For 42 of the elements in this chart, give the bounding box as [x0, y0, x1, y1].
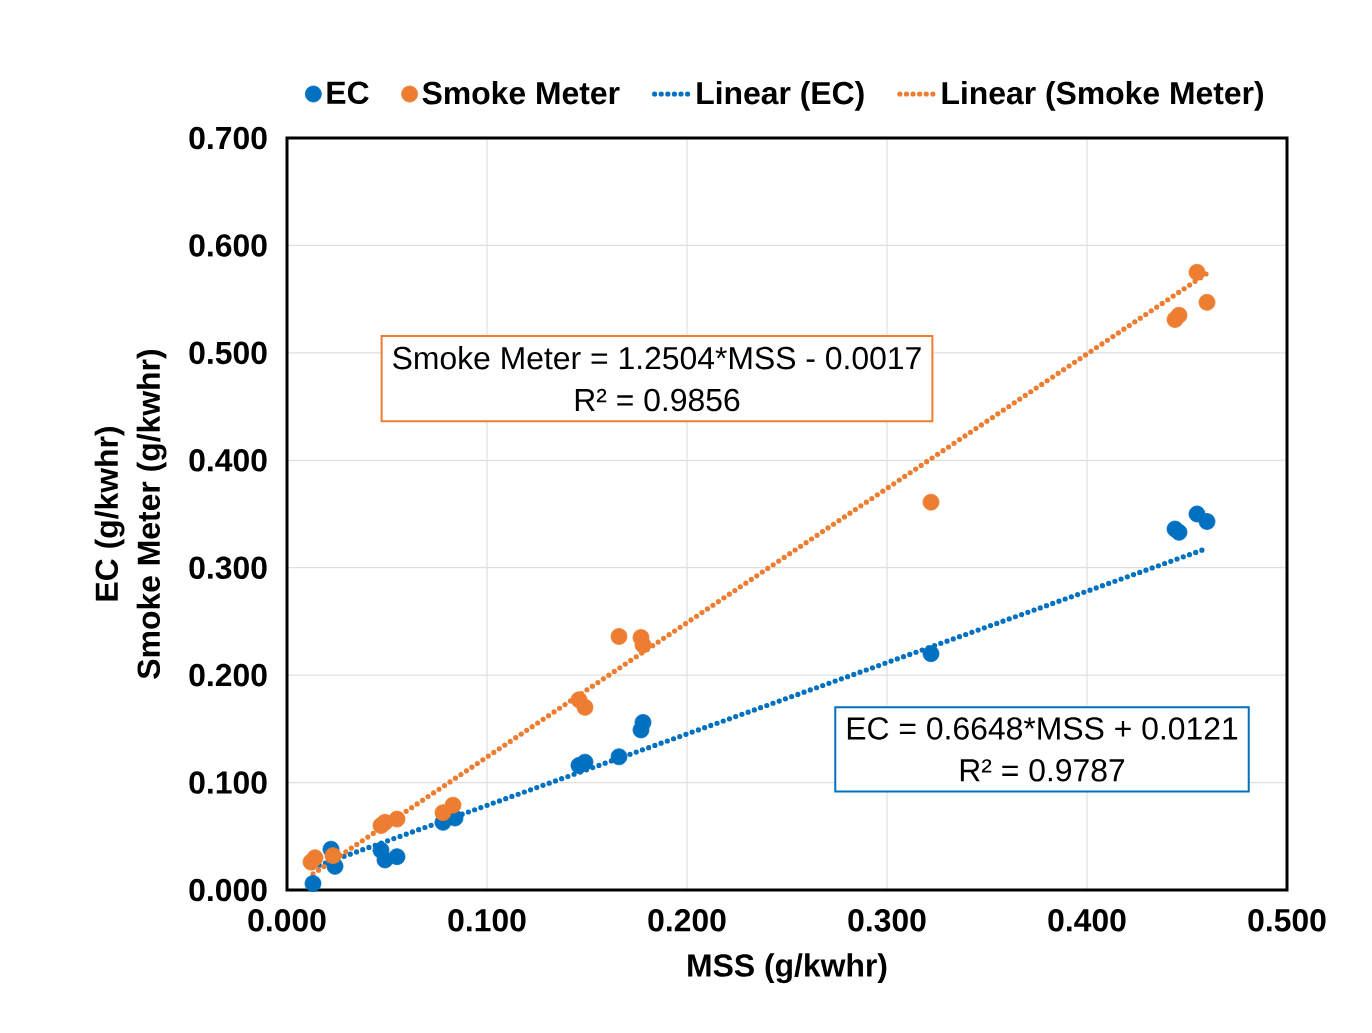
point: [922, 645, 940, 663]
x-tick-label: 0.100: [448, 909, 526, 932]
y-tick-label: 0.300: [189, 556, 267, 580]
point: [388, 810, 406, 828]
annotation: EC = 0.6648*MSS + 0.0121: [847, 717, 1238, 740]
point: [1170, 306, 1188, 324]
y-tick-label: 0.100: [189, 771, 267, 794]
x-tick-label: 0.400: [1048, 909, 1126, 932]
y-tick-label: 0.700: [189, 126, 267, 150]
legend-label: EC: [327, 81, 369, 104]
point: [444, 796, 462, 814]
point: [388, 848, 406, 866]
x-tick-label: 0.300: [848, 909, 926, 932]
x-tick-label: 0.500: [1248, 909, 1326, 932]
point: [610, 628, 628, 645]
point: [922, 493, 940, 511]
point: [634, 714, 652, 731]
y-axis-title: EC (g/kwhr) Smoke Meter (g/kwhr): [94, 349, 167, 679]
point: [306, 849, 324, 867]
point: [610, 748, 628, 766]
y-tick-label: 0.500: [189, 341, 267, 365]
y-tick-label: 0.600: [189, 234, 267, 257]
point: [1198, 513, 1216, 530]
legend-label: Smoke Meter: [422, 80, 620, 105]
annotation: Smoke Meter = 1.2504*MSS - 0.0017: [393, 346, 921, 370]
x-tick-label: 0.200: [648, 909, 726, 932]
x-axis-title: MSS (g/kwhr): [688, 953, 887, 984]
x-tick-label: 0.000: [248, 909, 326, 932]
y-tick-label: 0.400: [189, 449, 267, 472]
point: [1170, 523, 1188, 541]
point: [576, 698, 594, 716]
annotation: R² = 0.9856: [575, 388, 740, 412]
legend-label: Linear (EC): [697, 80, 864, 111]
point: [304, 875, 322, 892]
point: [576, 753, 594, 771]
y-tick-label: 0.200: [189, 663, 267, 687]
point: [1198, 293, 1216, 311]
y-tick-label: 0.000: [189, 878, 267, 902]
legend-label: Linear (Smoke Meter): [942, 80, 1264, 111]
point: [324, 847, 342, 865]
annotation: R² = 0.9787: [960, 759, 1125, 782]
point: [1188, 263, 1206, 281]
